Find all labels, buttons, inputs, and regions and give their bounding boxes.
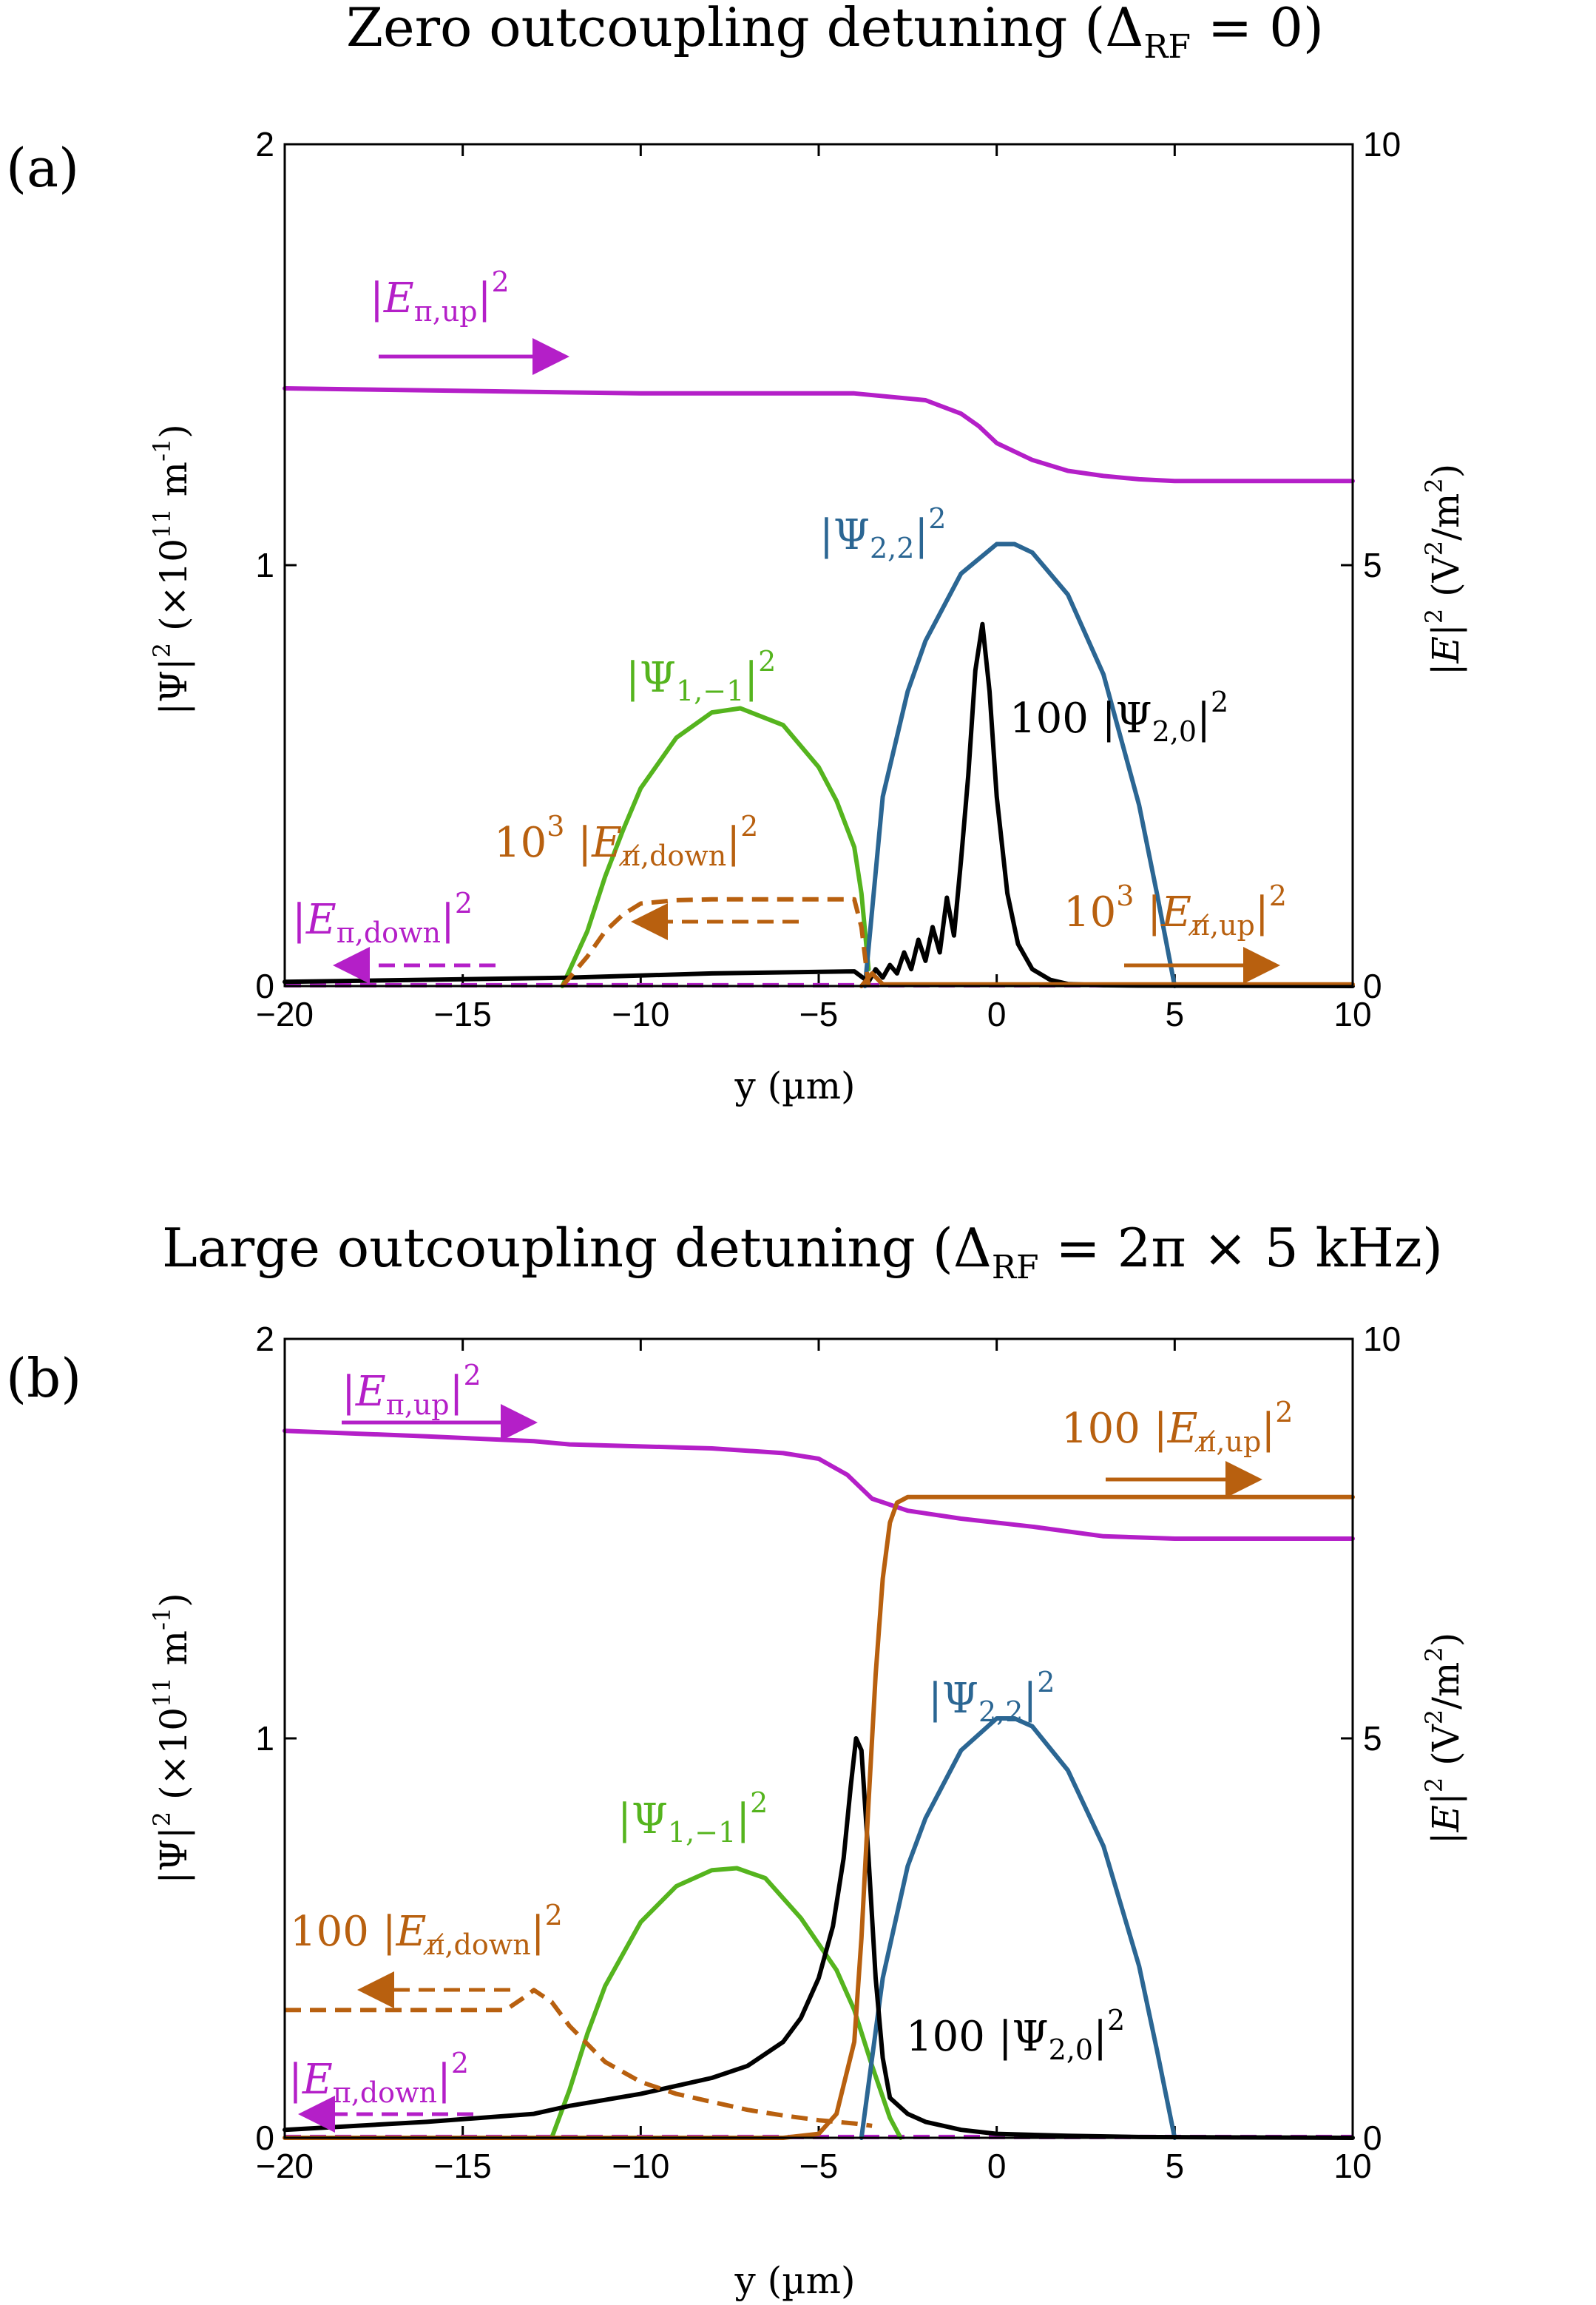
y-right-tick-label-b-0: 0 bbox=[1363, 2119, 1382, 2157]
series-line-b-5 bbox=[285, 1988, 873, 2128]
series-line-b-6 bbox=[283, 1494, 1355, 2140]
label-psi20-a: 100 |Ψ2,0|2 bbox=[1010, 686, 1228, 748]
x-axis-label-a: y (µm) bbox=[734, 1064, 855, 1107]
panel-b: Large outcoupling detuning (ΔRF = 2π × 5… bbox=[6, 1217, 1467, 2302]
label-psi22-b: |Ψ2,2|2 bbox=[928, 1666, 1055, 1728]
axes-frame-a bbox=[283, 143, 1354, 988]
label-psi1m1-b: |Ψ1,−1|2 bbox=[618, 1786, 768, 1849]
y-left-tick-label-b-1: 1 bbox=[255, 1719, 274, 1758]
label-psi22-a: |Ψ2,2|2 bbox=[819, 502, 946, 564]
label-psi1m1-a: |Ψ1,−1|2 bbox=[626, 645, 776, 707]
x-tick-label-a-4: 0 bbox=[987, 995, 1007, 1033]
y-right-tick-label-a-0: 0 bbox=[1363, 967, 1382, 1005]
y-axis-right-label-a: |E|2 (V2/m2) bbox=[1420, 464, 1467, 676]
x-tick-label-b-1: −15 bbox=[434, 2147, 492, 2185]
label-e-pi-up-a: |Eπ,up|2 bbox=[370, 266, 510, 328]
annotations-b: |Eπ,up|2 100 |Eπ̸,up|2 |Ψ2,2|2 |Ψ1,−1|2 … bbox=[288, 1359, 1293, 2133]
y-right-tick-label-b-1: 5 bbox=[1363, 1719, 1382, 1758]
x-tick-label-a-6: 10 bbox=[1333, 995, 1371, 1033]
label-e-pi-down-b: |Eπ,down|2 bbox=[288, 2047, 469, 2109]
x-tick-label-a-5: 5 bbox=[1166, 995, 1185, 1033]
panel-a-label: (a) bbox=[6, 137, 79, 199]
series-line-b-3 bbox=[859, 1716, 1177, 2140]
x-tick-label-a-0: −20 bbox=[256, 995, 314, 1033]
series-line-a-4 bbox=[283, 621, 1355, 988]
x-tick-label-a-2: −10 bbox=[612, 995, 669, 1033]
y-left-tick-label-b-0: 0 bbox=[255, 2119, 274, 2157]
x-tick-label-b-6: 10 bbox=[1333, 2147, 1371, 2185]
y-axis-left-label-b: |Ψ|2 (×1011 m-1) bbox=[148, 1593, 195, 1884]
label-psi20-b: 100 |Ψ2,0|2 bbox=[906, 2004, 1125, 2066]
y-axis-left-label-a: |Ψ|2 (×1011 m-1) bbox=[148, 424, 195, 715]
panel-b-title: Large outcoupling detuning (ΔRF = 2π × 5… bbox=[162, 1217, 1443, 1286]
y-left-tick-label-a-1: 1 bbox=[255, 546, 274, 584]
y-right-tick-label-b-2: 10 bbox=[1363, 1320, 1401, 1358]
series-line-a-2 bbox=[560, 706, 871, 988]
y-left-tick-label-a-2: 2 bbox=[255, 125, 274, 163]
series-line-a-6 bbox=[859, 971, 1355, 988]
series-line-a-3 bbox=[862, 541, 1177, 988]
panel-a: Zero outcoupling detuning (ΔRF = 0) (a) … bbox=[6, 0, 1467, 1107]
label-epsigma-up-a: 103 |Eπ̸,up|2 bbox=[1064, 880, 1287, 942]
x-tick-label-a-1: −15 bbox=[434, 995, 492, 1033]
series-line-b-2 bbox=[550, 1866, 903, 2140]
annotations-a: |Eπ,up|2 |Ψ2,2|2 |Ψ1,−1|2 100 |Ψ2,0|2 10… bbox=[292, 266, 1287, 984]
panel-b-label: (b) bbox=[6, 1347, 81, 1409]
label-epsigma-up-b: 100 |Eπ̸,up|2 bbox=[1061, 1396, 1293, 1458]
x-tick-label-b-4: 0 bbox=[987, 2147, 1007, 2185]
label-e-pi-down-a: |Eπ,down|2 bbox=[292, 887, 473, 949]
label-epsigma-down-b: 100 |Eπ̸,down|2 bbox=[290, 1899, 563, 1961]
label-e-pi-up-b: |Eπ,up|2 bbox=[342, 1359, 481, 1421]
panel-a-title: Zero outcoupling detuning (ΔRF = 0) bbox=[346, 0, 1324, 66]
series-line-b-4 bbox=[283, 1736, 1355, 2140]
x-tick-label-b-0: −20 bbox=[256, 2147, 314, 2185]
y-right-tick-label-a-1: 5 bbox=[1363, 546, 1382, 584]
y-axis-right-label-b: |E|2 (V2/m2) bbox=[1420, 1633, 1467, 1845]
x-tick-label-b-3: −5 bbox=[799, 2147, 838, 2185]
x-tick-label-b-2: −10 bbox=[612, 2147, 669, 2185]
series-line-b-0 bbox=[283, 1428, 1355, 1541]
series-line-a-0 bbox=[283, 386, 1355, 484]
y-left-tick-label-b-2: 2 bbox=[255, 1320, 274, 1358]
x-tick-label-b-5: 5 bbox=[1166, 2147, 1185, 2185]
y-right-tick-label-a-2: 10 bbox=[1363, 125, 1401, 163]
x-axis-label-b: y (µm) bbox=[734, 2259, 855, 2302]
axes-frame-b bbox=[283, 1337, 1354, 2139]
x-tick-label-a-3: −5 bbox=[799, 995, 838, 1033]
series-line-a-5 bbox=[561, 897, 871, 988]
y-left-tick-label-a-0: 0 bbox=[255, 967, 274, 1005]
